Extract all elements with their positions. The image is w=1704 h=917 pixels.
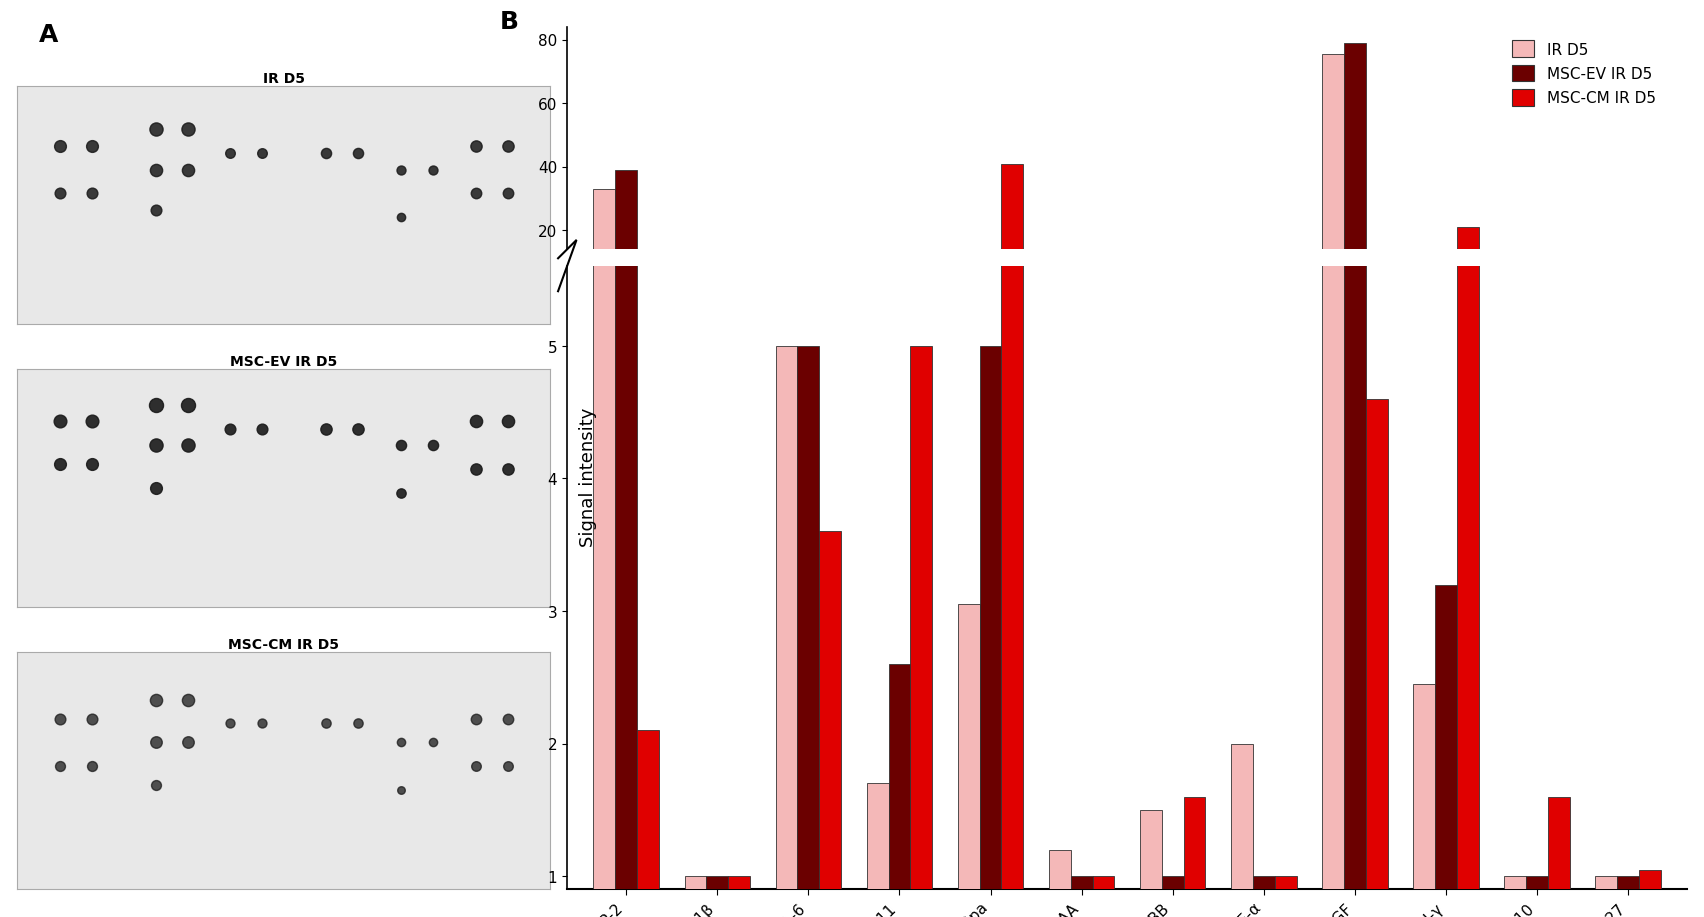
- Bar: [685, 877, 705, 917]
- Bar: [1525, 292, 1547, 294]
- Bar: [1547, 289, 1569, 294]
- Title: MSC-CM IR D5: MSC-CM IR D5: [228, 637, 339, 651]
- Bar: [1275, 292, 1297, 294]
- Bar: [1344, 0, 1365, 917]
- Legend: IR D5, MSC-EV IR D5, MSC-CM IR D5: IR D5, MSC-EV IR D5, MSC-CM IR D5: [1505, 35, 1661, 113]
- Bar: [1162, 292, 1183, 294]
- Bar: [1048, 291, 1070, 294]
- Bar: [1344, 43, 1365, 294]
- Bar: [728, 292, 750, 294]
- Bar: [910, 347, 932, 917]
- Bar: [980, 279, 1002, 294]
- Bar: [637, 731, 659, 917]
- Bar: [1413, 684, 1435, 917]
- Text: B: B: [499, 10, 518, 34]
- Bar: [1457, 0, 1479, 917]
- Title: MSC-EV IR D5: MSC-EV IR D5: [230, 355, 337, 369]
- Bar: [1140, 810, 1162, 917]
- Bar: [1162, 877, 1183, 917]
- Bar: [958, 604, 980, 917]
- Bar: [1365, 280, 1387, 294]
- Bar: [1322, 54, 1344, 294]
- Bar: [1639, 869, 1661, 917]
- Bar: [615, 171, 637, 294]
- Bar: [1183, 289, 1205, 294]
- Bar: [1595, 292, 1617, 294]
- Bar: [1435, 284, 1457, 294]
- Bar: [775, 347, 797, 917]
- Bar: [1595, 877, 1617, 917]
- Bar: [1048, 850, 1070, 917]
- Bar: [1002, 0, 1022, 917]
- Bar: [1070, 292, 1092, 294]
- Bar: [1322, 0, 1344, 917]
- Bar: [1252, 877, 1275, 917]
- Bar: [1617, 877, 1639, 917]
- Bar: [705, 877, 728, 917]
- Bar: [1092, 877, 1114, 917]
- Bar: [593, 0, 615, 917]
- Bar: [958, 284, 980, 294]
- Bar: [1002, 164, 1022, 294]
- Bar: [1140, 290, 1162, 294]
- Bar: [888, 286, 910, 294]
- Bar: [705, 292, 728, 294]
- Bar: [637, 288, 659, 294]
- Bar: [685, 292, 705, 294]
- Bar: [1639, 291, 1661, 294]
- Title: IR D5: IR D5: [262, 72, 305, 86]
- Bar: [1617, 292, 1639, 294]
- Bar: [797, 347, 820, 917]
- Bar: [888, 664, 910, 917]
- Bar: [1547, 797, 1569, 917]
- Bar: [728, 877, 750, 917]
- Bar: [910, 279, 932, 294]
- Bar: [1525, 877, 1547, 917]
- Bar: [1413, 287, 1435, 294]
- Bar: [1505, 292, 1525, 294]
- Text: Signal intensity: Signal intensity: [579, 407, 596, 547]
- Bar: [867, 783, 888, 917]
- Bar: [775, 279, 797, 294]
- Bar: [1092, 292, 1114, 294]
- Bar: [1230, 288, 1252, 294]
- Bar: [615, 0, 637, 917]
- Bar: [1183, 797, 1205, 917]
- Bar: [1365, 399, 1387, 917]
- Bar: [1435, 585, 1457, 917]
- Text: A: A: [39, 23, 58, 47]
- Bar: [867, 289, 888, 294]
- Bar: [593, 190, 615, 294]
- Bar: [820, 283, 842, 294]
- Bar: [1070, 877, 1092, 917]
- Bar: [1230, 744, 1252, 917]
- Bar: [1505, 877, 1525, 917]
- Bar: [1457, 227, 1479, 294]
- Bar: [980, 347, 1002, 917]
- Bar: [797, 279, 820, 294]
- Bar: [1252, 292, 1275, 294]
- Bar: [820, 532, 842, 917]
- Bar: [1275, 877, 1297, 917]
